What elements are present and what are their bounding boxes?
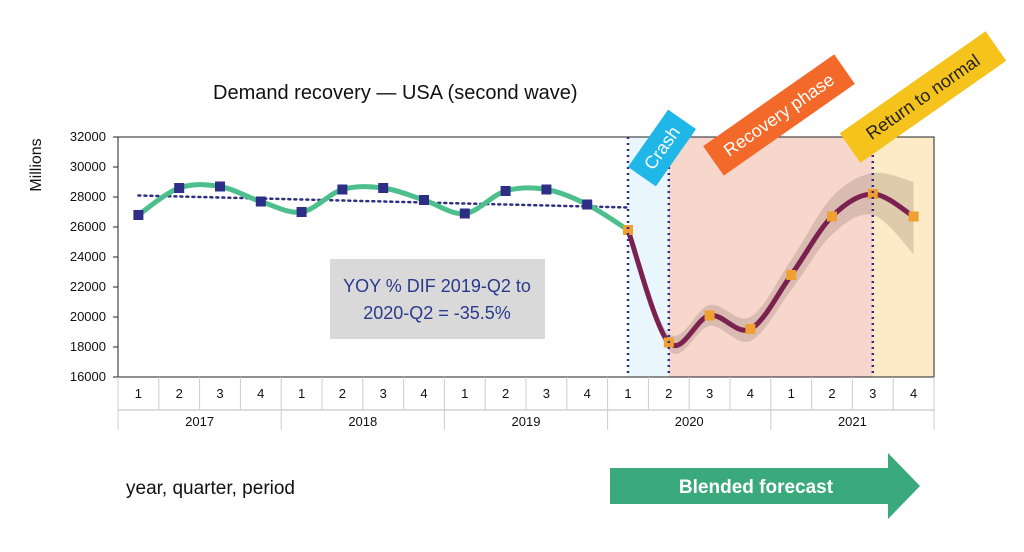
y-tick-label: 28000	[70, 189, 106, 204]
y-axis-label: Millions	[28, 138, 45, 191]
x-year-label: 2021	[838, 414, 867, 429]
x-tick-label: 1	[788, 386, 795, 401]
phase-shading	[628, 137, 934, 377]
x-tick-label: 3	[869, 386, 876, 401]
y-tick-label: 20000	[70, 309, 106, 324]
phase-tag-label: Return to normal	[862, 50, 983, 143]
y-tick-label: 16000	[70, 369, 106, 384]
x-axis-label: year, quarter, period	[126, 478, 295, 499]
x-tick-label: 4	[584, 386, 591, 401]
x-tick-label: 3	[380, 386, 387, 401]
x-tick-label: 4	[910, 386, 917, 401]
data-point-forecast	[745, 324, 756, 334]
data-point-forecast	[908, 211, 919, 222]
confidence-band	[628, 172, 914, 354]
data-point-actual	[255, 196, 266, 207]
data-point-forecast	[827, 211, 837, 222]
data-point-actual	[174, 183, 185, 193]
data-point-actual	[296, 207, 307, 217]
axes: 32000 30000 28000 26000 24000 22000 20000 18000…	[70, 129, 935, 430]
x-year-label: 2017	[185, 414, 214, 429]
x-tick-label: 1	[298, 386, 305, 401]
x-year-label: 2018	[348, 414, 377, 429]
trend-line	[137, 194, 630, 209]
phase-tag-background	[839, 31, 1007, 163]
data-point-forecast	[704, 310, 715, 321]
phase-region-3	[872, 137, 934, 377]
y-tick-label: 30000	[70, 159, 106, 174]
data-point-actual	[500, 186, 511, 196]
x-tick-label: 3	[543, 386, 550, 401]
data-point-forecast	[623, 225, 633, 235]
data-point-actual	[419, 195, 429, 205]
data-point-actual	[133, 210, 144, 220]
yoy-box	[330, 259, 545, 339]
x-tick-label: 4	[257, 386, 264, 401]
yoy-line-2: 2020-Q2 = -35.5%	[363, 303, 511, 323]
x-tick-label: 1	[624, 386, 631, 401]
y-tick-label: 22000	[70, 279, 106, 294]
y-tick-label: 26000	[70, 219, 106, 234]
forecast-arrow	[610, 453, 920, 519]
data-point-forecast	[786, 270, 797, 280]
x-tick-label: 2	[665, 386, 672, 401]
y-tick-label: 32000	[70, 129, 106, 144]
forecast-band	[628, 172, 914, 354]
x-tick-label: 2	[502, 386, 509, 401]
x-tick-label: 2	[828, 386, 835, 401]
x-tick-label: 4	[747, 386, 754, 401]
x-tick-label: 3	[706, 386, 713, 401]
data-point-actual	[337, 184, 348, 195]
y-tick-label: 18000	[70, 339, 106, 354]
x-tick-label: 4	[420, 386, 427, 401]
x-tick-label: 1	[135, 386, 142, 401]
x-tick-label: 3	[216, 386, 223, 401]
data-point-forecast	[867, 189, 878, 199]
data-point-actual	[215, 181, 225, 192]
chart-title: Demand recovery — USA (second wave)	[213, 82, 578, 104]
forecast-arrow-label: Blended forecast	[679, 477, 834, 498]
x-tick-label: 2	[176, 386, 183, 401]
data-point-actual	[459, 208, 470, 219]
x-tick-label: 1	[461, 386, 468, 401]
data-point-actual	[378, 183, 389, 193]
y-tick-label: 24000	[70, 249, 106, 264]
phase-tag-background	[703, 54, 855, 176]
x-year-label: 2019	[512, 414, 541, 429]
x-year-label: 2020	[675, 414, 704, 429]
yoy-line-1: YOY % DIF 2019-Q2 to	[343, 276, 531, 296]
x-tick-label: 2	[339, 386, 346, 401]
phase-tag-background	[627, 109, 697, 187]
phase-region-2	[668, 137, 873, 377]
data-point-actual	[541, 184, 552, 195]
data-point-actual	[582, 199, 593, 210]
